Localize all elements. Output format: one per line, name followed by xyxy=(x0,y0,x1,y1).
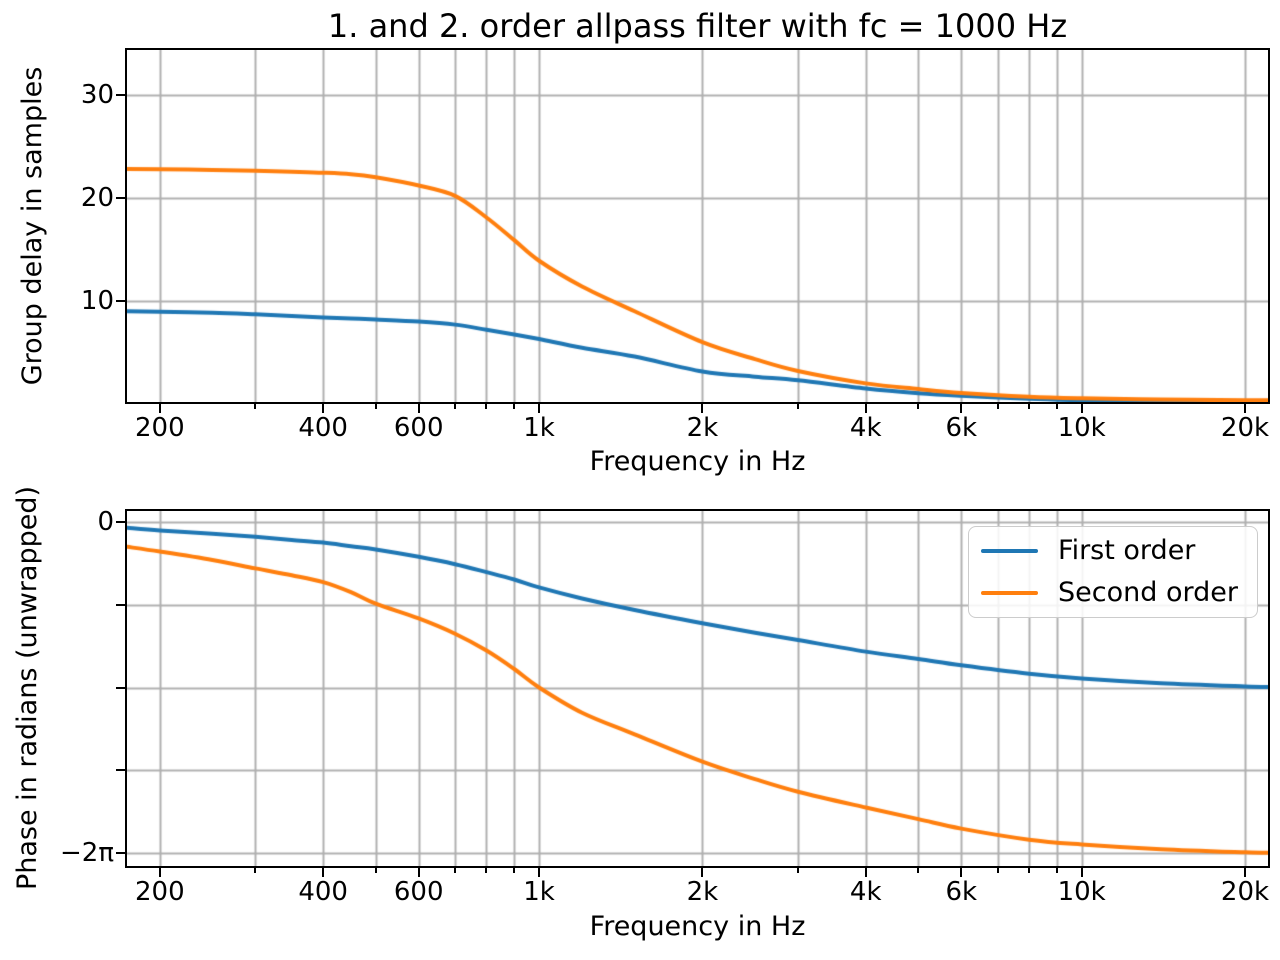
x-tick-label: 1k xyxy=(523,877,555,907)
x-major-tick xyxy=(538,868,541,877)
x-tick-label: 10k xyxy=(1057,413,1106,443)
y-tick-label: 0 xyxy=(97,507,114,538)
x-tick-label: 4k xyxy=(849,413,882,443)
x-minor-tick xyxy=(374,404,377,409)
x-minor-tick xyxy=(917,868,920,873)
x-tick-label: 600 xyxy=(393,413,444,443)
x-tick-label: 20k xyxy=(1220,877,1270,907)
x-major-tick xyxy=(417,404,420,413)
x-minor-tick xyxy=(1055,404,1058,409)
x-minor-tick xyxy=(996,868,999,873)
x-tick-label: 400 xyxy=(298,877,348,907)
x-major-tick xyxy=(1080,868,1083,877)
phase-x-axis-label: Frequency in Hz xyxy=(589,911,806,942)
y-major-tick xyxy=(116,603,125,606)
x-major-tick xyxy=(538,404,541,413)
x-minor-tick xyxy=(254,404,257,409)
x-minor-tick xyxy=(796,404,799,409)
x-minor-tick xyxy=(485,868,488,873)
group-delay-y-axis-label: Group delay in samples xyxy=(17,66,48,386)
y-major-tick xyxy=(116,521,125,524)
legend-item: First order xyxy=(981,530,1245,572)
y-tick-label: 20 xyxy=(80,182,114,213)
x-major-tick xyxy=(1244,868,1246,877)
x-tick-label: 1k xyxy=(523,413,555,443)
x-tick-label: 20k xyxy=(1220,413,1270,443)
legend-line-swatch xyxy=(981,549,1038,553)
x-major-tick xyxy=(960,868,963,877)
x-minor-tick xyxy=(485,404,488,409)
y-major-tick xyxy=(116,686,125,689)
x-major-tick xyxy=(864,404,867,413)
y-major-tick xyxy=(116,196,125,199)
x-minor-tick xyxy=(1055,868,1058,873)
x-tick-label: 400 xyxy=(298,413,348,443)
legend-label: Second order xyxy=(1058,577,1238,608)
x-minor-tick xyxy=(254,868,257,873)
x-minor-tick xyxy=(513,868,516,873)
x-major-tick xyxy=(701,868,704,877)
x-minor-tick xyxy=(1028,404,1031,409)
x-tick-label: 200 xyxy=(134,413,185,443)
x-major-tick xyxy=(158,868,161,877)
x-major-tick xyxy=(960,404,963,413)
y-tick-label: −2π xyxy=(60,838,114,868)
y-major-tick xyxy=(116,852,125,854)
x-minor-tick xyxy=(513,404,516,409)
legend: First order Second order xyxy=(968,526,1258,618)
x-major-tick xyxy=(701,404,704,413)
x-tick-label: 6k xyxy=(945,413,978,443)
x-minor-tick xyxy=(796,868,799,873)
group-delay-axes xyxy=(125,48,1270,404)
phase-y-axis-label: Phase in radians (unwrapped) xyxy=(12,485,43,891)
x-tick-label: 2k xyxy=(686,413,719,443)
x-major-tick xyxy=(322,404,325,413)
x-minor-tick xyxy=(996,404,999,409)
group-delay-x-axis-label: Frequency in Hz xyxy=(589,446,806,477)
x-tick-label: 10k xyxy=(1057,877,1106,907)
figure-title: 1. and 2. order allpass filter with fc =… xyxy=(327,7,1068,45)
x-major-tick xyxy=(322,868,325,877)
x-minor-tick xyxy=(1028,868,1031,873)
x-major-tick xyxy=(158,404,161,413)
x-minor-tick xyxy=(454,868,457,873)
x-major-tick xyxy=(864,868,867,877)
x-tick-label: 6k xyxy=(945,877,978,907)
x-minor-tick xyxy=(917,404,920,409)
x-minor-tick xyxy=(454,404,457,409)
y-tick-label: 30 xyxy=(80,79,114,110)
x-tick-label: 4k xyxy=(849,877,882,907)
x-tick-label: 600 xyxy=(393,877,444,907)
y-tick-label: 10 xyxy=(80,285,114,316)
legend-item: Second order xyxy=(981,572,1245,614)
x-major-tick xyxy=(1080,404,1083,413)
x-minor-tick xyxy=(374,868,377,873)
x-major-tick xyxy=(417,868,420,877)
group-delay-canvas xyxy=(127,50,1268,402)
legend-line-swatch xyxy=(981,591,1038,595)
x-major-tick xyxy=(1244,404,1246,413)
y-major-tick xyxy=(116,299,125,302)
y-major-tick xyxy=(116,93,125,96)
legend-label: First order xyxy=(1058,535,1196,566)
x-tick-label: 200 xyxy=(134,877,185,907)
y-major-tick xyxy=(116,769,125,772)
x-tick-label: 2k xyxy=(686,877,719,907)
